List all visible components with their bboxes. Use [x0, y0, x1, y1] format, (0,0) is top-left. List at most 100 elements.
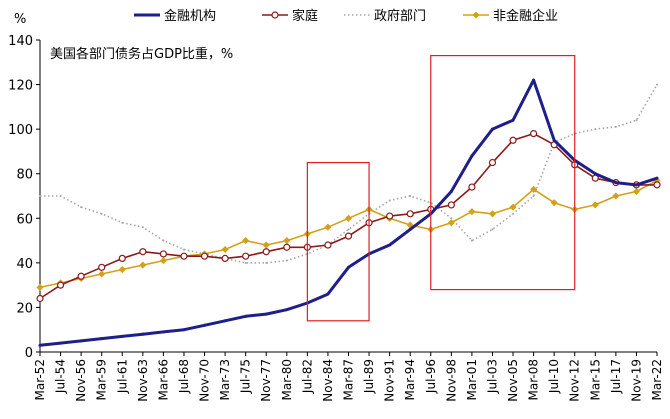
series-3-point-22 — [488, 210, 497, 218]
x-tick-label-mar-01: Mar-01 — [465, 359, 479, 400]
series-2-point-29 — [635, 119, 638, 122]
series-1-point-21 — [468, 183, 476, 191]
series-2-point-1 — [59, 195, 62, 197]
x-tick-label-jul-10: Jul-10 — [547, 359, 561, 394]
x-tick-label-mar-15: Mar-15 — [588, 359, 602, 400]
legend: 金融机构 家庭 政府部门 非金融企业 — [134, 8, 558, 24]
legend-item-1: 家庭 — [262, 8, 318, 24]
series-3-point-14 — [324, 223, 332, 231]
highlight-boxes — [306, 54, 576, 322]
legend-marker-3 — [472, 11, 480, 19]
series-0-point-7 — [182, 328, 186, 332]
x-tick-label-jul-17: Jul-17 — [609, 359, 623, 394]
series-1-point-12 — [283, 243, 291, 251]
series-0-point-15 — [347, 265, 350, 269]
x-tick-label-nov-19: Nov-19 — [629, 359, 643, 402]
x-tick-label-jul-61: Jul-61 — [115, 359, 129, 394]
x-tick-label-jul-89: Jul-89 — [362, 359, 376, 394]
series-layer — [36, 78, 661, 347]
y-tick-label-40: 40 — [16, 257, 33, 272]
series-1-point-2 — [77, 272, 85, 280]
x-tick-label-jul-03: Jul-03 — [485, 359, 499, 394]
series-3-point-25 — [550, 199, 558, 207]
series-0-point-11 — [264, 312, 268, 316]
y-tick-label-100: 100 — [8, 123, 33, 138]
y-tick-label-20: 20 — [16, 301, 33, 316]
series-1-point-18 — [406, 210, 414, 218]
series-3-point-24 — [530, 185, 538, 193]
x-tick-label-jul-54: Jul-54 — [54, 359, 68, 394]
x-tick-label-mar-80: Mar-80 — [280, 359, 294, 400]
series-2-point-24 — [532, 195, 535, 197]
series-0-point-18 — [408, 227, 412, 231]
legend-marker-1 — [271, 11, 279, 19]
series-2-point-7 — [182, 248, 185, 251]
legend-label-0: 金融机构 — [164, 8, 216, 24]
series-0-point-10 — [244, 314, 248, 318]
series-1-point-10 — [242, 252, 250, 260]
highlight-box-1 — [430, 54, 576, 291]
legend-label-3: 非金融企业 — [493, 8, 558, 24]
x-tick-label-nov-56: Nov-56 — [74, 359, 88, 402]
series-2-point-27 — [594, 128, 597, 131]
series-3-point-5 — [139, 261, 147, 269]
series-0-point-20 — [449, 190, 453, 194]
series-0-point-21 — [470, 154, 474, 158]
series-2-point-3 — [100, 212, 103, 215]
series-0-point-29 — [634, 183, 638, 187]
x-tick-label-nov-12: Nov-12 — [568, 359, 582, 402]
series-3-point-15 — [344, 214, 353, 222]
series-0-point-1 — [59, 341, 63, 345]
x-tick-label-nov-98: Nov-98 — [444, 359, 458, 402]
x-tick-label-nov-84: Nov-84 — [321, 359, 335, 402]
series-0-point-6 — [161, 330, 165, 334]
series-1 — [36, 130, 661, 303]
series-3-point-20 — [447, 219, 455, 227]
series-3-point-0 — [36, 283, 44, 291]
series-3-point-4 — [118, 266, 126, 274]
series-2-point-18 — [409, 195, 412, 197]
series-2-point-22 — [491, 228, 494, 231]
series-3-point-23 — [509, 203, 517, 211]
series-1-point-3 — [98, 263, 106, 271]
series-2-point-4 — [121, 221, 124, 224]
x-tick-label-jul-96: Jul-96 — [424, 359, 438, 394]
series-3-point-29 — [632, 188, 640, 196]
x-tick-label-mar-08: Mar-08 — [527, 359, 541, 400]
x-tick-label-jul-68: Jul-68 — [177, 359, 191, 394]
x-tick-label-mar-87: Mar-87 — [342, 359, 356, 400]
series-2-point-10 — [244, 261, 247, 264]
series-2-point-23 — [512, 212, 515, 215]
series-0-point-22 — [490, 127, 494, 131]
series-1-point-22 — [488, 158, 497, 167]
x-axis: Mar-52 Jul-54 Nov-56 Mar-59 Jul-61 Nov-63 Mar-… — [33, 351, 664, 402]
series-1-point-11 — [262, 248, 270, 256]
series-1-point-0 — [36, 294, 44, 303]
y-axis: 0 20 40 60 80 100 120 140 — [8, 34, 41, 361]
series-0-point-24 — [532, 78, 536, 82]
series-2-point-5 — [141, 226, 144, 229]
x-tick-label-nov-70: Nov-70 — [198, 359, 212, 402]
x-tick-label-mar-66: Mar-66 — [156, 359, 170, 400]
series-2-point-21 — [470, 239, 473, 242]
series-1-point-20 — [447, 201, 455, 209]
series-3-point-11 — [262, 241, 270, 249]
series-1-point-5 — [139, 248, 147, 256]
series-0-point-17 — [388, 243, 392, 247]
series-line-0 — [39, 78, 658, 347]
series-3-point-27 — [591, 201, 599, 209]
series-0-point-27 — [593, 172, 597, 176]
y-tick-label-120: 120 — [8, 79, 33, 94]
legend-item-2: 政府部门 — [344, 9, 426, 24]
x-tick-label-nov-91: Nov-91 — [383, 359, 397, 402]
series-2-point-15 — [347, 228, 350, 231]
series-0-point-8 — [203, 323, 207, 327]
series-2-point-17 — [388, 199, 391, 202]
x-tick-label-mar-94: Mar-94 — [403, 359, 417, 400]
y-tick-label-80: 80 — [16, 168, 33, 183]
series-3-point-3 — [98, 270, 106, 278]
y-tick-label-0: 0 — [25, 346, 33, 361]
x-tick-label-jul-75: Jul-75 — [239, 359, 253, 394]
series-1-point-8 — [200, 252, 209, 260]
